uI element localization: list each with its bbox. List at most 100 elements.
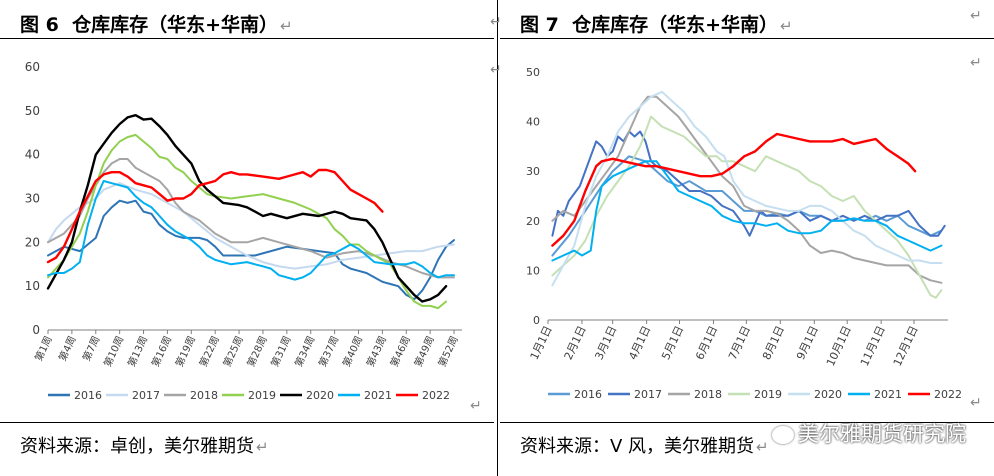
x-tick-label: 12月1日 <box>891 324 921 368</box>
right-figure-panel: 图 7 仓库库存（华东+华南） ↵ 0 10 20 30 40 50 1月1日 2月1日 3月1日… <box>500 0 994 476</box>
series-line-2017 <box>551 130 946 237</box>
x-tick-label: 第40周 <box>340 334 366 369</box>
x-tick-label: 第46周 <box>387 334 413 369</box>
x-tick-label: 第1周 <box>32 334 55 363</box>
x-tick-label: 2月1日 <box>562 324 589 362</box>
legend-label-2017: 2017 <box>634 388 662 401</box>
legend-label-2022: 2022 <box>934 388 962 401</box>
y-tick-label: 10 <box>25 279 40 293</box>
legend-label-2020: 2020 <box>814 388 842 401</box>
legend-label-2022: 2022 <box>422 389 450 402</box>
legend-label-2019: 2019 <box>248 389 276 402</box>
x-tick-label: 9月1日 <box>794 324 821 362</box>
return-mark: ↵ <box>756 438 769 456</box>
series-line-2018 <box>551 95 943 284</box>
return-mark: ↵ <box>256 438 269 456</box>
x-tick-label: 7月1日 <box>726 324 753 362</box>
left-figure-title-text: 仓库库存（华东+华南） <box>72 14 278 36</box>
x-tick-label: 第10周 <box>101 334 127 369</box>
return-mark: ↵ <box>970 8 982 24</box>
series-line-2020 <box>46 113 448 303</box>
x-tick-label: 第49周 <box>411 334 437 369</box>
legend-label-2016: 2016 <box>74 389 102 402</box>
x-tick-label: 第13周 <box>125 334 151 369</box>
return-mark: ↵ <box>970 55 982 71</box>
x-tick-label: 8月1日 <box>760 324 787 362</box>
x-tick-label: 第7周 <box>80 334 103 363</box>
x-tick-label: 6月1日 <box>693 324 720 362</box>
left-figure-title: 图 6 仓库库存（华东+华南） ↵ <box>20 10 293 37</box>
x-tick-label: 第28周 <box>244 334 270 369</box>
legend-label-2021: 2021 <box>874 388 902 401</box>
series-line-2022 <box>551 132 917 247</box>
series-line-2021 <box>551 160 943 262</box>
left-figure-source: 资料来源：卓创，美尔雅期货 ↵ <box>20 432 269 458</box>
y-tick-label: 20 <box>25 235 40 249</box>
y-tick-label: 50 <box>25 104 40 118</box>
y-tick-label: 0 <box>533 314 540 327</box>
series-line-2019 <box>47 133 448 310</box>
return-mark: ↵ <box>470 398 482 414</box>
y-tick-label: 50 <box>526 66 540 79</box>
right-source-text: 资料来源：V 风，美尔雅期货 <box>520 436 755 457</box>
x-tick-label: 第31周 <box>268 334 294 369</box>
right-figure-source: 资料来源：V 风，美尔雅期货 ↵ <box>520 432 769 458</box>
wechat-logo-icon <box>772 426 794 444</box>
y-tick-label: 30 <box>25 192 40 206</box>
x-tick-label: 1月1日 <box>528 324 555 362</box>
left-figure-header: 图 6 仓库库存（华东+华南） ↵ <box>0 0 494 39</box>
y-tick-label: 40 <box>526 116 540 129</box>
series-line-2022 <box>46 168 384 264</box>
legend-label-2016: 2016 <box>574 388 602 401</box>
x-tick-label: 3月1日 <box>592 324 619 362</box>
watermark: 美尔雅期货研究院 <box>772 418 966 448</box>
y-tick-label: 30 <box>526 165 540 178</box>
left-source-text: 资料来源：卓创，美尔雅期货 <box>20 436 254 457</box>
legend-label-2021: 2021 <box>364 389 392 402</box>
y-tick-label: 40 <box>25 148 40 162</box>
return-mark: ↵ <box>970 395 982 411</box>
right-figure-footer <box>500 422 994 423</box>
right-inventory-line-chart: 0 10 20 30 40 50 1月1日 2月1日 3月1日 4月1日 5月1日 6月1日 7月1日 8… <box>526 66 962 401</box>
return-mark: ↵ <box>490 14 502 30</box>
x-tick-label: 4月1日 <box>626 324 653 362</box>
series-line-2019 <box>551 115 943 299</box>
series-line-2017 <box>47 182 455 270</box>
x-tick-label: 第16周 <box>149 334 175 369</box>
left-figure-footer <box>0 422 494 423</box>
x-tick-label: 5月1日 <box>659 324 686 362</box>
y-tick-label: 10 <box>526 264 540 277</box>
x-tick-label: 11月1日 <box>858 324 888 368</box>
left-figure-panel: 图 6 仓库库存（华东+华南） ↵ 0 10 20 30 40 50 60 第1周 第4周 第7周第… <box>0 0 494 476</box>
panel-divider <box>497 0 498 476</box>
x-tick-label: 第25周 <box>220 334 246 369</box>
x-tick-label: 第22周 <box>196 334 222 369</box>
x-tick-label: 第43周 <box>363 334 389 369</box>
x-tick-label: 10月1日 <box>824 324 854 368</box>
series-line-2016 <box>551 155 943 257</box>
x-tick-label: 第34周 <box>292 334 318 369</box>
left-figure-label: 图 6 <box>20 14 59 36</box>
right-figure-label: 图 7 <box>520 14 559 36</box>
series-line-2016 <box>47 199 455 301</box>
y-tick-label: 0 <box>32 323 40 337</box>
legend-label-2018: 2018 <box>190 389 218 402</box>
legend-label-2018: 2018 <box>694 388 722 401</box>
right-figure-title: 图 7 仓库库存（华东+华南） ↵ <box>520 10 793 37</box>
series-line-2020 <box>551 90 943 287</box>
series-line-2021 <box>47 180 455 281</box>
return-mark: ↵ <box>490 62 502 78</box>
x-tick-label: 第4周 <box>56 334 79 363</box>
right-figure-title-text: 仓库库存（华东+华南） <box>572 14 778 36</box>
return-mark: ↵ <box>780 17 793 35</box>
series-line-2018 <box>47 158 455 279</box>
y-tick-label: 20 <box>526 215 540 228</box>
legend-label-2020: 2020 <box>306 389 334 402</box>
legend-label-2017: 2017 <box>132 389 160 402</box>
watermark-text: 美尔雅期货研究院 <box>798 422 966 446</box>
x-tick-label: 第52周 <box>435 334 461 369</box>
y-tick-label: 60 <box>25 60 40 74</box>
x-tick-label: 第37周 <box>316 334 342 369</box>
x-tick-label: 第19周 <box>172 334 198 369</box>
